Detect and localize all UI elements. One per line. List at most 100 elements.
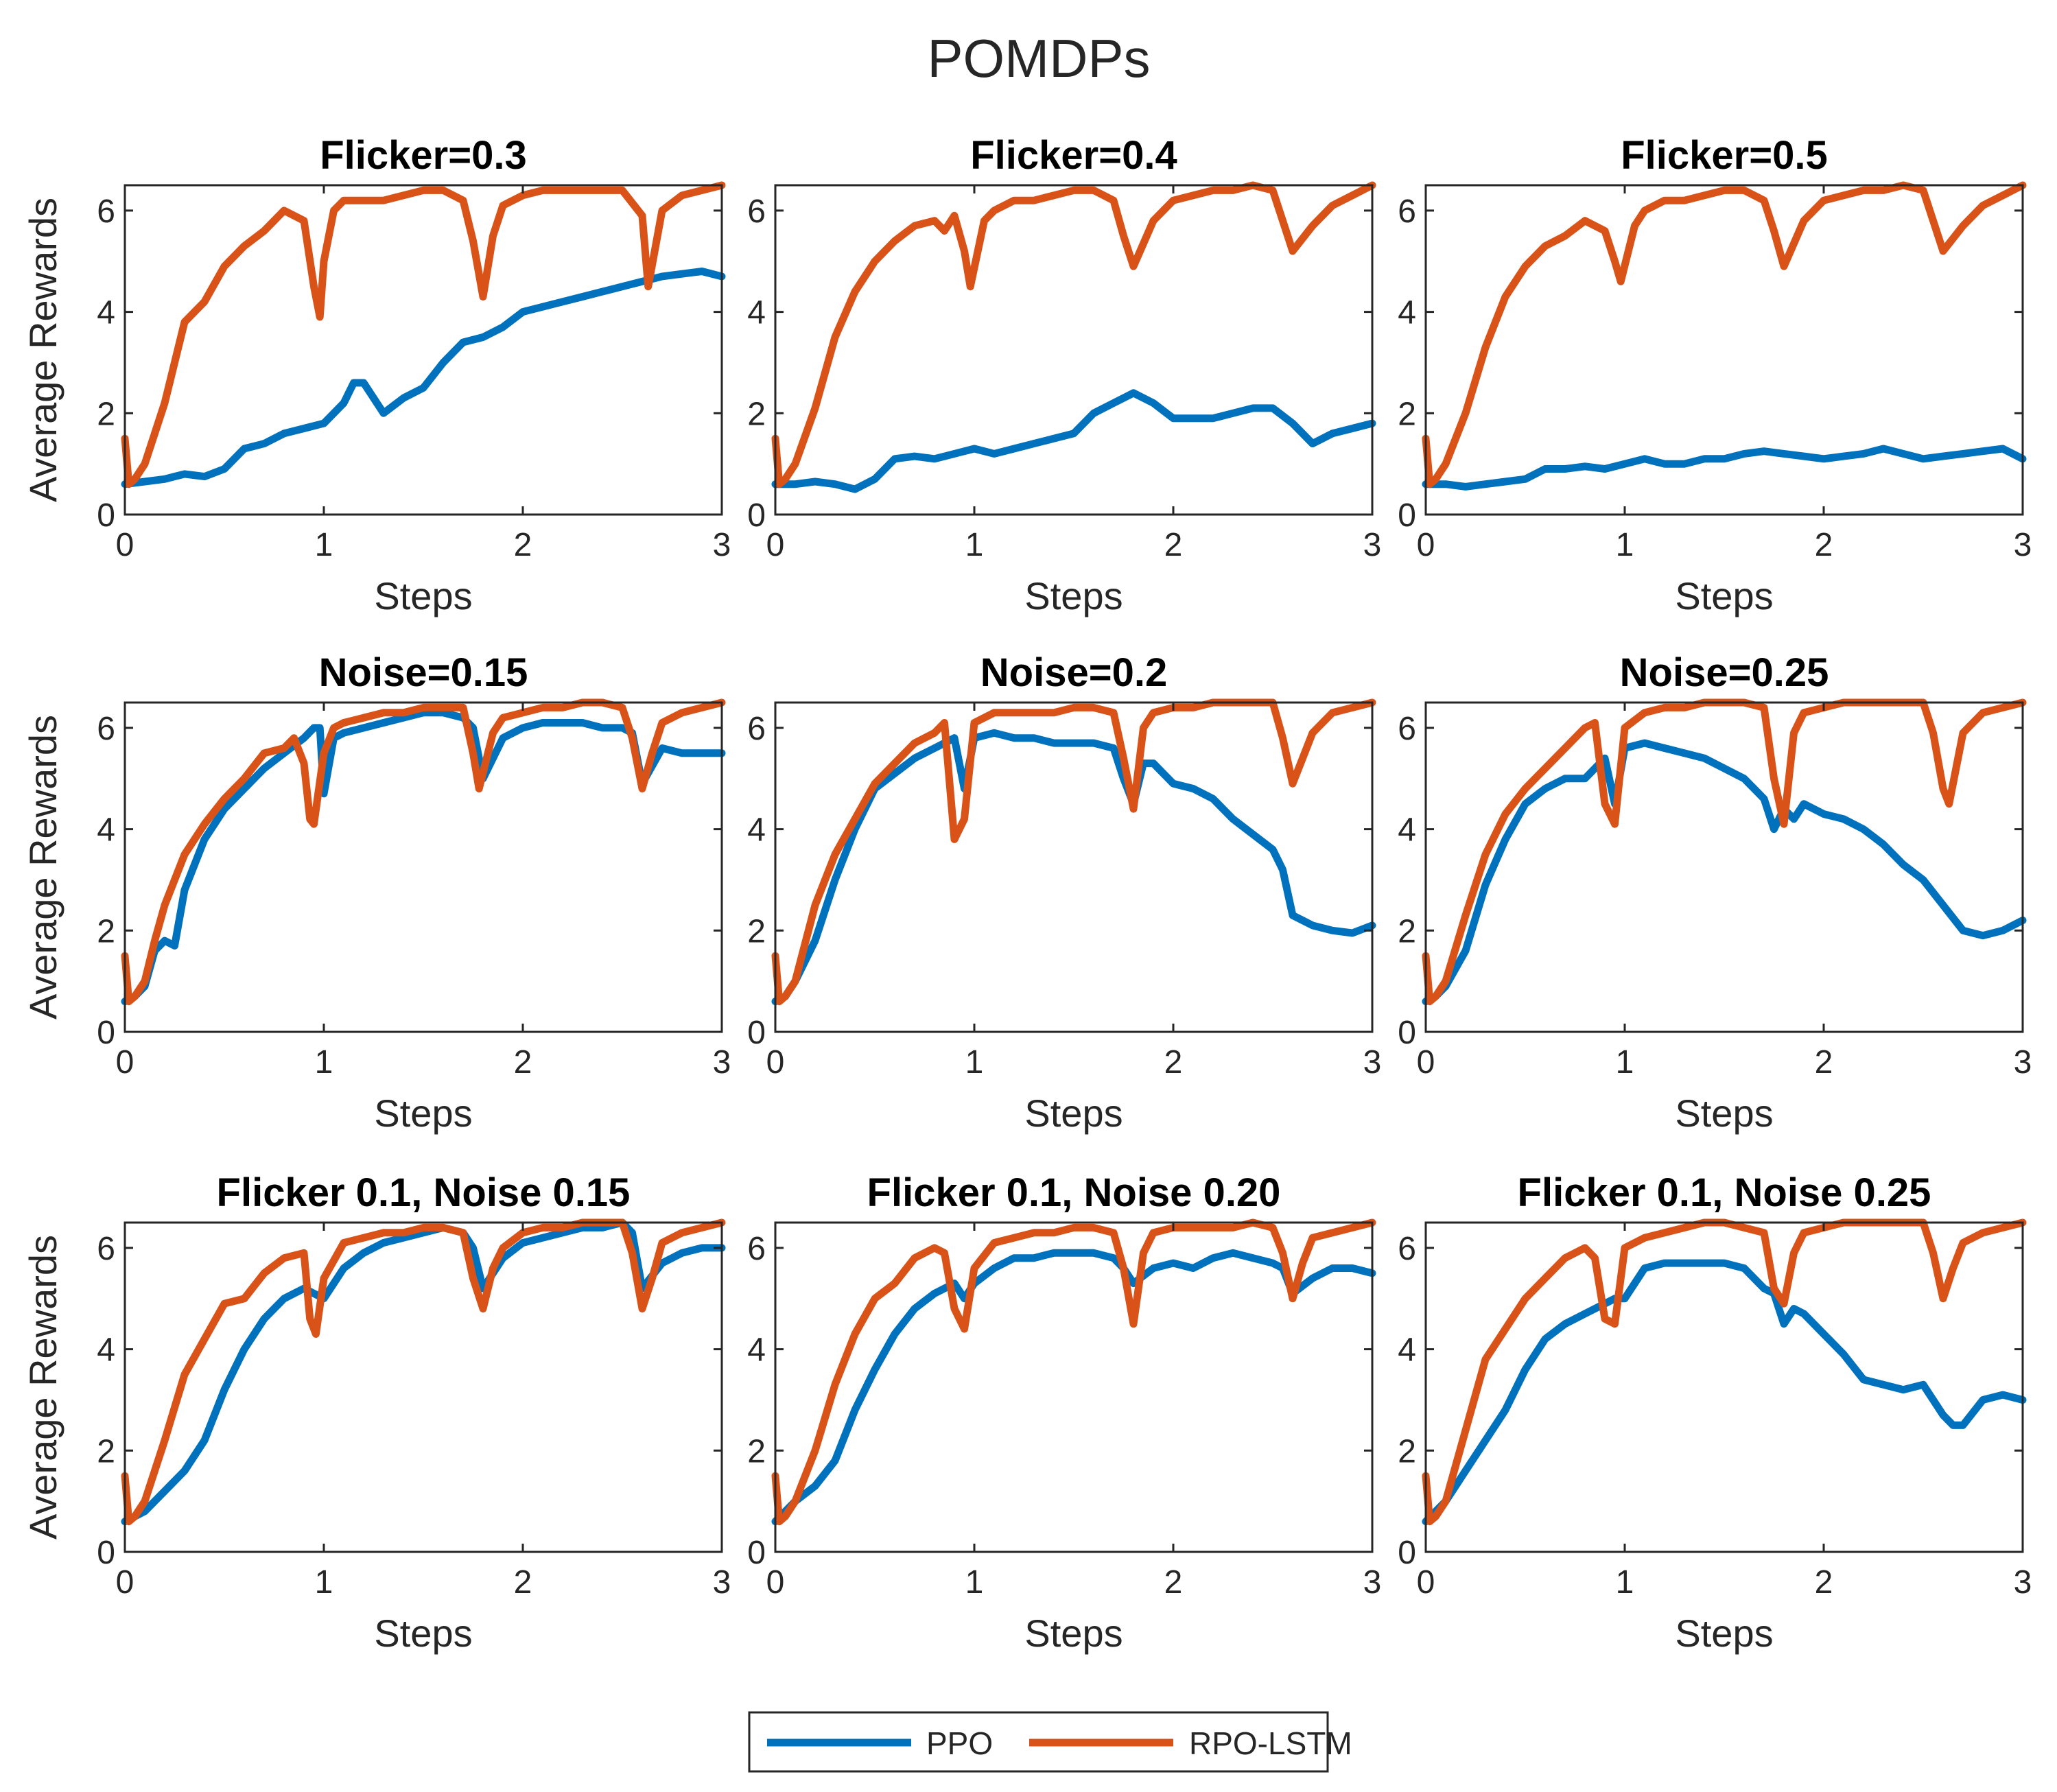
x-tick-label: 3 <box>1363 527 1382 563</box>
plot-area <box>125 185 722 515</box>
y-tick-label: 0 <box>747 1015 766 1051</box>
chart-panel-4: 0 1 2 3 0 2 4 6 Noise=0.15 Steps Average Rewards <box>21 650 731 1135</box>
y-tick-label: 2 <box>1398 913 1416 950</box>
x-tick-label: 3 <box>713 1044 731 1081</box>
y-tick-label: 6 <box>97 1231 115 1267</box>
panel-title: Noise=0.25 <box>1620 650 1829 695</box>
x-tick-label: 0 <box>1417 1044 1435 1081</box>
series-line-ppo <box>771 389 1376 493</box>
legend: PPO RPO-LSTM <box>748 1711 1352 1773</box>
axes-box <box>1424 701 2024 1033</box>
x-tick-label: 2 <box>1815 1564 1833 1601</box>
axes-box <box>124 1221 723 1553</box>
y-tick-label: 0 <box>97 1535 115 1571</box>
x-tick-label: 1 <box>315 527 333 563</box>
x-tick-label: 2 <box>1815 1044 1833 1081</box>
axes-box <box>124 701 723 1033</box>
chart-panel-5: 0 1 2 3 0 2 4 6 Noise=0.2 Steps <box>747 650 1381 1135</box>
plot-area <box>775 1223 1372 1552</box>
x-tick-label: 0 <box>116 1564 134 1601</box>
x-axis-label: Steps <box>1675 574 1773 617</box>
y-tick-label: 2 <box>1398 396 1416 432</box>
plot-area <box>1426 185 2023 515</box>
series-line-rpo-lstm <box>1422 181 2027 488</box>
y-tick-label: 4 <box>1398 1332 1416 1369</box>
x-axis-label: Steps <box>1024 1612 1122 1655</box>
x-tick-label: 2 <box>514 527 532 563</box>
y-tick-label: 6 <box>1398 1231 1416 1267</box>
axes-box <box>124 184 723 516</box>
y-tick-label: 0 <box>747 497 766 534</box>
x-tick-label: 1 <box>1616 1564 1634 1601</box>
chart-panel-7: 0 1 2 3 0 2 4 6 Flicker 0.1, Noise 0.15 Steps Aver… <box>21 1170 731 1655</box>
axes-box <box>774 701 1374 1033</box>
x-tick-label: 3 <box>713 1564 731 1601</box>
plot-area <box>775 703 1372 1032</box>
y-tick-label: 4 <box>97 295 115 331</box>
legend-label-ppo: PPO <box>926 1725 993 1761</box>
chart-panel-3: 0 1 2 3 0 2 4 6 Flicker=0.5 Steps <box>1398 133 2032 617</box>
y-axis-label: Average Rewards <box>21 1235 64 1540</box>
panel-title: Noise=0.15 <box>319 650 528 695</box>
chart-panel-9: 0 1 2 3 0 2 4 6 Flicker 0.1, Noise 0.25 Steps <box>1398 1170 2032 1655</box>
panel-title: Flicker 0.1, Noise 0.15 <box>217 1170 631 1215</box>
x-tick-label: 3 <box>2014 1564 2032 1601</box>
series-line-rpo-lstm <box>121 1218 726 1526</box>
x-tick-label: 1 <box>315 1564 333 1601</box>
x-axis-label: Steps <box>374 1092 472 1135</box>
y-tick-label: 6 <box>747 193 766 230</box>
x-tick-label: 2 <box>514 1564 532 1601</box>
y-tick-label: 4 <box>747 812 766 849</box>
y-tick-label: 2 <box>97 396 115 432</box>
x-tick-label: 1 <box>1616 1044 1634 1081</box>
series-line-ppo <box>1422 739 2027 1006</box>
chart-panel-6: 0 1 2 3 0 2 4 6 Noise=0.25 Steps <box>1398 650 2032 1135</box>
y-tick-label: 0 <box>747 1535 766 1571</box>
x-tick-label: 0 <box>1417 527 1435 563</box>
y-tick-label: 4 <box>1398 295 1416 331</box>
series-line-ppo <box>1422 1259 2027 1526</box>
x-axis-label: Steps <box>374 1612 472 1655</box>
series-line-rpo-lstm <box>771 181 1376 488</box>
x-axis-label: Steps <box>374 574 472 617</box>
panel-title: Flicker=0.4 <box>970 133 1177 178</box>
y-tick-label: 2 <box>747 1433 766 1470</box>
panel-title: Noise=0.2 <box>980 650 1167 695</box>
y-tick-label: 6 <box>1398 711 1416 747</box>
x-tick-label: 1 <box>965 527 984 563</box>
panel-title: Flicker=0.5 <box>1621 133 1828 178</box>
y-tick-label: 6 <box>747 711 766 747</box>
y-tick-label: 2 <box>97 1433 115 1470</box>
x-tick-label: 0 <box>766 527 785 563</box>
x-tick-label: 2 <box>1164 1564 1183 1601</box>
x-tick-label: 1 <box>965 1564 984 1601</box>
y-tick-label: 6 <box>1398 193 1416 230</box>
x-axis-label: Steps <box>1024 1092 1122 1135</box>
chart-panel-8: 0 1 2 3 0 2 4 6 Flicker 0.1, Noise 0.20 Steps <box>747 1170 1381 1655</box>
series-line-rpo-lstm <box>121 698 726 1006</box>
y-tick-label: 2 <box>97 913 115 950</box>
x-tick-label: 0 <box>766 1564 785 1601</box>
y-tick-label: 4 <box>747 295 766 331</box>
y-tick-label: 4 <box>1398 812 1416 849</box>
x-tick-label: 2 <box>1164 1044 1183 1081</box>
x-tick-label: 1 <box>315 1044 333 1081</box>
x-tick-label: 0 <box>116 1044 134 1081</box>
x-tick-label: 2 <box>1815 527 1833 563</box>
x-tick-label: 2 <box>514 1044 532 1081</box>
y-tick-label: 6 <box>97 711 115 747</box>
x-tick-label: 3 <box>713 527 731 563</box>
y-axis-label: Average Rewards <box>21 198 64 502</box>
panel-title: Flicker 0.1, Noise 0.20 <box>867 1170 1281 1215</box>
chart-panel-2: 0 1 2 3 0 2 4 6 Flicker=0.4 Steps <box>747 133 1381 617</box>
x-tick-label: 3 <box>2014 1044 2032 1081</box>
series-line-ppo <box>771 1249 1376 1526</box>
y-tick-label: 4 <box>97 1332 115 1369</box>
y-tick-label: 2 <box>747 396 766 432</box>
figure-title: POMDPs <box>927 28 1150 89</box>
panel-title: Flicker=0.3 <box>320 133 527 178</box>
y-tick-label: 6 <box>97 193 115 230</box>
y-tick-label: 0 <box>1398 1535 1416 1571</box>
